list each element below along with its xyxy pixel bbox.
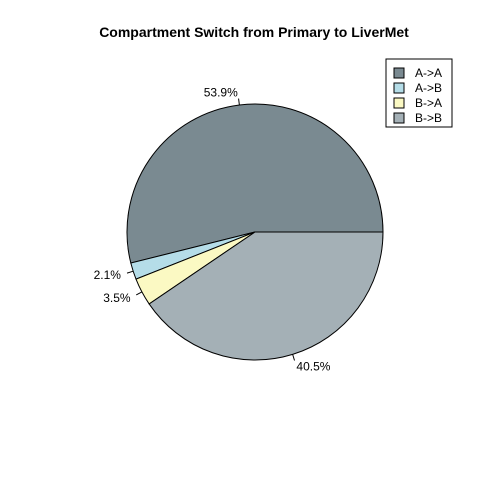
pie-label-tick-2 <box>126 270 134 274</box>
legend-entry-2: A->B <box>415 81 442 95</box>
pie-slice-label-3: 3.5% <box>103 291 131 305</box>
legend-swatch-2 <box>393 82 405 94</box>
pie-slices <box>126 103 384 361</box>
legend-entry-1: A->A <box>415 66 442 80</box>
pie-slice-label-2: 2.1% <box>94 268 122 282</box>
pie-label-tick-1 <box>238 98 240 106</box>
legend-swatch-3 <box>393 97 405 109</box>
pie-slice-4 <box>148 231 384 361</box>
legend-swatch-4 <box>393 112 405 124</box>
pie-label-tick-3 <box>135 291 143 296</box>
pie-label-tick-4 <box>292 354 295 361</box>
legend-swatch-1 <box>393 67 405 79</box>
legend-entry-3: B->A <box>415 96 442 110</box>
legend-entry-4: B->B <box>415 111 442 125</box>
pie-slice-1 <box>126 103 384 264</box>
legend: A->AA->BB->AB->B <box>385 58 453 128</box>
pie-slice-label-4: 40.5% <box>296 360 330 374</box>
chart-title: Compartment Switch from Primary to Liver… <box>99 24 409 40</box>
pie-slice-labels: 53.9% 2.1% 3.5% 40.5% <box>94 85 331 373</box>
pie-slice-label-1: 53.9% <box>204 85 238 99</box>
